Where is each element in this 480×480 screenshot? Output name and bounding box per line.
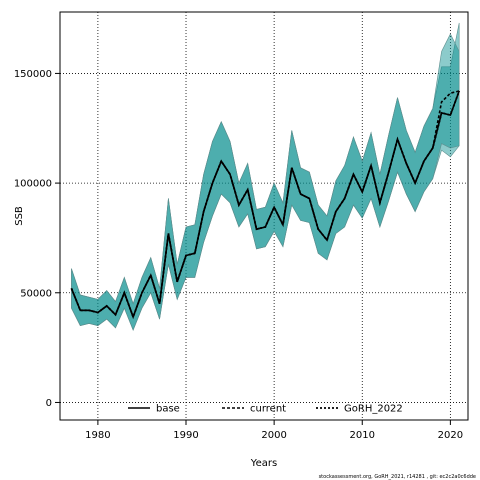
x-tick-label: 1980 [85, 430, 110, 441]
legend-label-base: base [156, 404, 180, 415]
plot-frame [59, 11, 469, 421]
legend: base current GoRH_2022 [128, 404, 403, 415]
y-tick-label: 0 [46, 398, 52, 409]
x-axis-title: Years [250, 458, 277, 469]
footer-note: stockassessment.org, GoRH_2021, r14281 ,… [319, 474, 476, 480]
legend-label-current: current [250, 404, 286, 415]
series-lines [70, 90, 461, 320]
y-tick-label: 150000 [14, 69, 52, 80]
y-axis: 0 50000 100000 150000 [14, 69, 60, 409]
x-tick-label: 1990 [173, 430, 198, 441]
x-tick-label: 2010 [350, 430, 375, 441]
band-current [71, 33, 460, 331]
x-tick-label: 2000 [261, 430, 286, 441]
line-GoRH_2022 [70, 90, 461, 320]
confidence-bands [71, 22, 460, 331]
legend-label-GoRH_2022: GoRH_2022 [344, 404, 403, 415]
x-tick-label: 2020 [438, 430, 463, 441]
y-axis-title: SSB [14, 206, 25, 226]
x-axis: 1980 1990 2000 2010 2020 [85, 420, 463, 441]
grid [60, 12, 468, 420]
y-tick-label: 100000 [14, 179, 52, 190]
y-tick-label: 50000 [20, 288, 52, 299]
